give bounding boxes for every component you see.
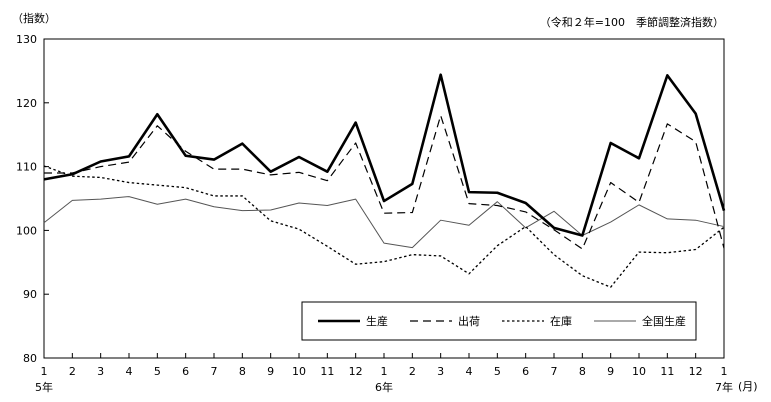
x-tick-label: 8 bbox=[579, 365, 586, 378]
x-tick-label: 5 bbox=[154, 365, 161, 378]
x-tick-label: 12 bbox=[689, 365, 703, 378]
x-tick-label: 1 bbox=[41, 365, 48, 378]
legend-label-2: 出荷 bbox=[458, 314, 480, 328]
x-tick-label: 5 bbox=[494, 365, 501, 378]
x-year-label: 6年 bbox=[375, 380, 393, 394]
x-tick-label: 1 bbox=[381, 365, 388, 378]
x-tick-label: 9 bbox=[607, 365, 614, 378]
x-tick-label: 10 bbox=[292, 365, 306, 378]
x-year-label: 5年 bbox=[35, 380, 53, 394]
series-line-2 bbox=[44, 114, 725, 250]
y-axis-label: （指数） bbox=[12, 11, 56, 25]
series-layer bbox=[43, 73, 726, 288]
x-year-label: 7年 bbox=[715, 380, 733, 394]
x-tick-label: 7 bbox=[211, 365, 218, 378]
legend-label-1: 生産 bbox=[366, 314, 388, 328]
x-tick-label: 6 bbox=[182, 365, 189, 378]
x-tick-label: 12 bbox=[349, 365, 363, 378]
legend-box bbox=[301, 301, 697, 341]
x-tick-label: 11 bbox=[660, 365, 674, 378]
x-tick-label: 4 bbox=[466, 365, 473, 378]
series-line-4 bbox=[43, 196, 725, 249]
x-tick-label: 8 bbox=[239, 365, 246, 378]
y-tick-label: 110 bbox=[16, 161, 37, 174]
x-tick-label: 1 bbox=[721, 365, 728, 378]
x-tick-label: 4 bbox=[126, 365, 133, 378]
legend: 生産 出荷 在庫 全国生産 bbox=[301, 301, 697, 341]
y-tick-label: 130 bbox=[16, 33, 37, 46]
x-tick-label: 9 bbox=[267, 365, 274, 378]
x-tick-label: 6 bbox=[522, 365, 529, 378]
x-tick-label: 3 bbox=[437, 365, 444, 378]
x-tick-label: 10 bbox=[632, 365, 646, 378]
y-tick-label: 120 bbox=[16, 97, 37, 110]
x-tick-label: 2 bbox=[69, 365, 76, 378]
y-tick-label: 90 bbox=[23, 288, 37, 301]
x-axis: 1 2 3 4 5 6 7 8 9 10 11 12 1 2 3 4 5 6 7 8 9 10 11 12 15年 6年 7年 bbox=[35, 353, 733, 394]
y-tick-label: 100 bbox=[16, 224, 37, 237]
series-line-3 bbox=[43, 165, 725, 288]
legend-label-3: 在庫 bbox=[550, 314, 572, 328]
x-axis-unit: (月) bbox=[738, 380, 758, 393]
legend-label-4: 全国生産 bbox=[642, 314, 686, 328]
x-tick-label: 2 bbox=[409, 365, 416, 378]
y-axis: 80 90 100 110 120 130 bbox=[16, 33, 49, 365]
x-tick-label: 11 bbox=[320, 365, 334, 378]
y-tick-label: 80 bbox=[23, 352, 37, 365]
x-tick-label: 7 bbox=[551, 365, 558, 378]
series-line-1 bbox=[43, 73, 726, 237]
chart-note: （令和２年=100 季節調整済指数） bbox=[540, 15, 724, 29]
x-tick-label: 3 bbox=[97, 365, 104, 378]
